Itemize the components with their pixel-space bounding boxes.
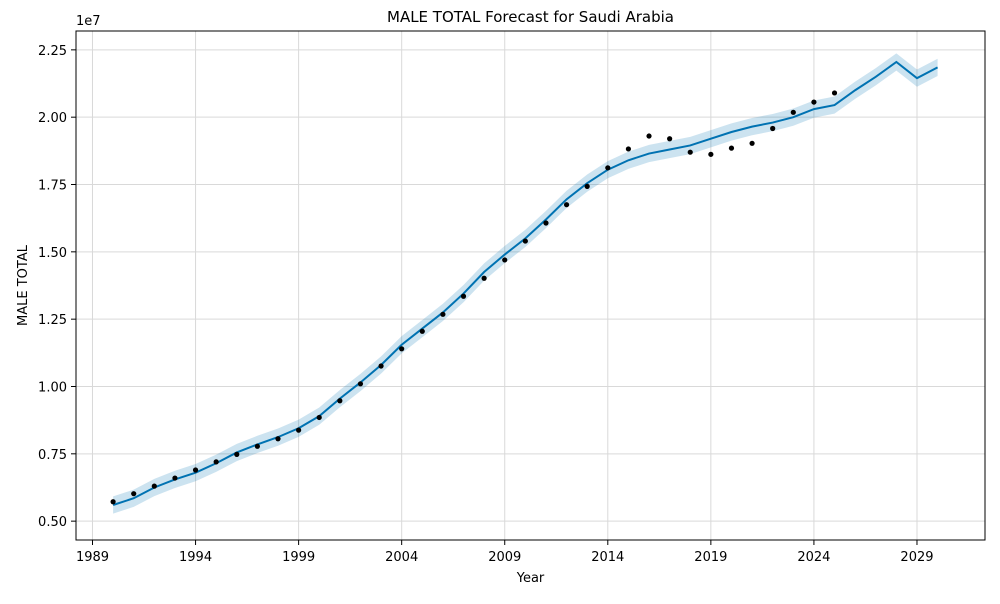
x-tick-label: 1989 <box>76 550 109 565</box>
x-tick-label: 1999 <box>282 550 315 565</box>
observed-point <box>316 414 322 421</box>
observed-point <box>131 491 137 497</box>
observed-point <box>151 483 157 489</box>
observed-point <box>399 346 405 352</box>
observed-points-layer <box>110 90 838 505</box>
observed-point <box>543 220 549 226</box>
observed-point <box>275 436 281 442</box>
y-axis-offset-label: 1e7 <box>76 14 101 29</box>
observed-point <box>296 427 302 433</box>
y-axis-title: MALE TOTAL <box>16 244 31 326</box>
observed-point <box>687 149 693 155</box>
forecast-line-layer <box>112 60 939 506</box>
observed-point <box>790 109 796 115</box>
x-tick-label: 2004 <box>385 550 418 565</box>
observed-point <box>419 328 425 334</box>
x-axis-ticks: 1989 1994 1999 2004 2009 2014 2019 2024 2029 <box>76 540 934 565</box>
observed-point <box>502 257 508 263</box>
observed-point <box>234 451 240 457</box>
y-tick-label: 2.25 <box>38 44 67 59</box>
x-tick-label: 1994 <box>179 550 212 565</box>
observed-point <box>110 499 116 505</box>
observed-point <box>378 363 384 369</box>
observed-point <box>728 145 735 151</box>
y-tick-label: 0.50 <box>38 515 67 530</box>
x-tick-label: 2024 <box>797 550 830 565</box>
x-tick-label: 2014 <box>591 550 624 565</box>
observed-point <box>667 136 673 142</box>
observed-point <box>522 238 528 244</box>
y-tick-label: 1.50 <box>38 246 67 261</box>
observed-point <box>770 125 776 132</box>
grid-layer <box>76 31 985 540</box>
y-tick-label: 1.25 <box>38 313 67 328</box>
observed-point <box>440 311 446 317</box>
observed-point <box>254 443 260 449</box>
observed-point <box>646 133 652 139</box>
x-tick-label: 2009 <box>488 550 521 565</box>
y-tick-label: 0.75 <box>38 448 67 463</box>
plot-frame <box>75 30 986 541</box>
observed-point <box>584 183 590 189</box>
observed-point <box>172 475 178 481</box>
observed-point <box>337 398 343 404</box>
observed-point <box>811 99 817 105</box>
forecast-line <box>112 60 939 506</box>
x-axis-title: Year <box>516 571 545 586</box>
observed-point <box>563 202 570 208</box>
x-tick-label: 2019 <box>694 550 727 565</box>
observed-point <box>625 146 632 152</box>
observed-point <box>460 293 467 299</box>
y-tick-label: 2.00 <box>38 111 67 126</box>
y-tick-label: 1.00 <box>38 380 67 395</box>
y-axis-ticks: 0.50 0.75 1.00 1.25 1.50 1.75 2.00 2.25 <box>38 44 76 530</box>
observed-point <box>749 140 755 146</box>
observed-point <box>481 275 487 281</box>
observed-point <box>213 459 219 465</box>
observed-point <box>357 381 364 387</box>
observed-point <box>605 165 611 171</box>
observed-point <box>708 151 714 157</box>
chart-title: MALE TOTAL Forecast for Saudi Arabia <box>387 8 674 26</box>
observed-point <box>192 467 199 473</box>
x-tick-label: 2029 <box>900 550 933 565</box>
observed-point <box>831 90 838 96</box>
y-tick-label: 1.75 <box>38 179 67 194</box>
